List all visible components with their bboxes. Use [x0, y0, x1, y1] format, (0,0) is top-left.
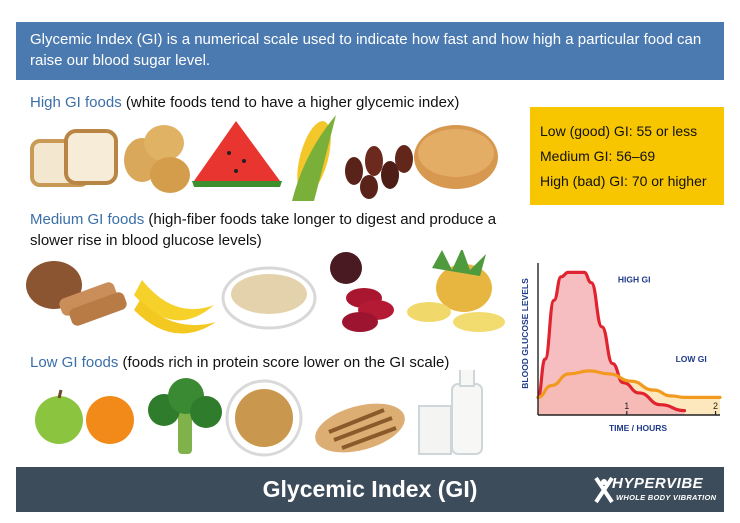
corn-image	[292, 115, 336, 201]
grilled-chicken-image	[315, 403, 405, 453]
milk-image	[418, 370, 483, 455]
hypervibe-logo: HYPERVIBE WHOLE BODY VIBRATION	[594, 473, 716, 507]
low-gi-label: Low GI foods	[30, 354, 119, 371]
high-gi-label: HIGH GI	[618, 275, 651, 285]
hypervibe-x-icon	[594, 476, 614, 504]
gi-scale-box: Low (good) GI: 55 or less Medium GI: 56–…	[530, 107, 724, 205]
broccoli-image	[148, 378, 222, 454]
blood-glucose-chart-svg: 1 2 HIGH GI LOW GI TIME / HOURS BLOOD GLUCOSE…	[520, 263, 722, 433]
low-gi-food-images	[35, 370, 483, 457]
jelly-donut-image	[414, 125, 498, 189]
high-gi-note: (white foods tend to have a higher glyce…	[121, 94, 460, 111]
medium-gi-label: Medium GI foods	[30, 211, 145, 228]
high-gi-food-images	[30, 115, 498, 201]
dates-image	[345, 145, 413, 199]
low-gi-label: LOW GI	[676, 354, 707, 364]
x-tick-label-1: 1	[624, 401, 629, 411]
intro-banner: Glycemic Index (GI) is a numerical scale…	[16, 22, 724, 80]
brand-tagline: WHOLE BODY VIBRATION	[616, 493, 717, 502]
x-tick-label-2: 2	[713, 401, 718, 411]
beetroot-image	[330, 252, 394, 332]
medium-gi-heading: Medium GI foods (high-fiber foods take l…	[30, 209, 510, 251]
blood-glucose-chart: 1 2 HIGH GI LOW GI TIME / HOURS BLOOD GLUCOSE…	[516, 260, 726, 440]
gi-scale-low: Low (good) GI: 55 or less	[540, 123, 698, 139]
orange-image	[86, 396, 134, 444]
whole-grain-bread-image	[26, 261, 127, 326]
footer-title: Glycemic Index (GI)	[262, 476, 478, 502]
gi-scale-high: High (bad) GI: 70 or higher	[540, 173, 707, 189]
low-gi-foods	[24, 370, 514, 460]
white-bread-image	[30, 129, 118, 187]
medium-gi-note: (high-fiber foods take longer to digest …	[30, 211, 497, 249]
high-gi-label: High GI foods	[30, 94, 122, 111]
intro-text: Glycemic Index (GI) is a numerical scale…	[30, 31, 702, 69]
oatmeal-image	[221, 266, 317, 330]
brand-name: HYPERVIBE	[612, 475, 704, 492]
green-apple-image	[35, 389, 83, 444]
watermelon-image	[192, 121, 282, 187]
high-gi-heading: High GI foods (white foods tend to have …	[30, 92, 459, 113]
low-gi-note: (foods rich in protein score lower on th…	[118, 354, 450, 371]
low-gi-heading: Low GI foods (foods rich in protein scor…	[30, 352, 449, 373]
high-gi-curve	[536, 270, 687, 413]
medium-gi-foods	[24, 250, 514, 340]
medium-gi-food-images	[26, 250, 505, 334]
brown-rice-image	[225, 379, 303, 457]
footer-bar: Glycemic Index (GI) HYPERVIBE WHOLE BODY…	[16, 467, 724, 512]
high-gi-area	[538, 272, 685, 415]
pineapple-image	[407, 250, 505, 332]
high-gi-foods	[24, 113, 514, 203]
bananas-image	[134, 280, 216, 334]
potatoes-image	[124, 125, 190, 193]
y-axis-label: BLOOD GLUCOSE LEVELS	[520, 278, 530, 389]
x-axis-label: TIME / HOURS	[609, 423, 667, 433]
gi-scale-medium: Medium GI: 56–69	[540, 148, 656, 164]
low-gi-curve	[536, 369, 722, 399]
